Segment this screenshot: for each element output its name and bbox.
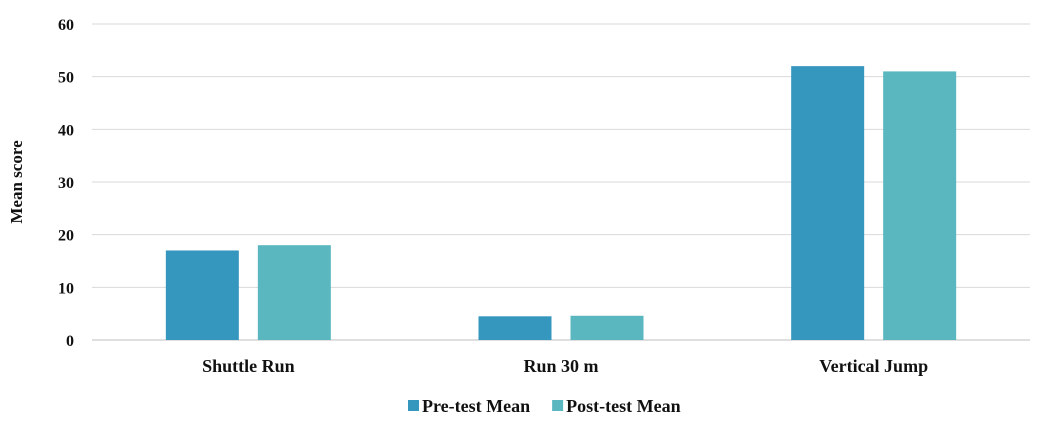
bars [165,66,957,341]
x-category-label: Run 30 m [523,356,598,376]
x-category-label: Vertical Jump [819,356,928,376]
y-tick-label: 20 [58,228,74,245]
bar-post-test-mean-run-30-m [570,315,644,340]
y-tick-label: 40 [58,122,74,139]
y-axis-ticks: 0 10 20 30 40 50 60 [58,17,74,350]
y-tick-label: 50 [58,70,74,87]
legend-label: Pre-test Mean [422,396,530,416]
gridlines [92,23,1030,341]
y-tick-label: 0 [66,333,74,350]
legend: Pre-test Mean Post-test Mean [408,396,681,416]
legend-label: Post-test Mean [566,396,680,416]
y-tick-label: 60 [58,17,74,34]
legend-swatch [408,400,419,411]
bar-pre-test-mean-shuttle-run [165,250,239,340]
bar-pre-test-mean-run-30-m [478,316,552,340]
bar-post-test-mean-vertical-jump [883,71,957,341]
bar-pre-test-mean-vertical-jump [791,66,865,340]
y-tick-label: 10 [58,280,74,297]
y-tick-label: 30 [58,175,74,192]
legend-swatch [552,400,564,411]
category-labels: Shuttle Run Run 30 m Vertical Jump [202,356,928,376]
bar-post-test-mean-shuttle-run [257,245,331,340]
y-axis-label: Mean score [7,140,26,224]
x-category-label: Shuttle Run [202,356,295,376]
